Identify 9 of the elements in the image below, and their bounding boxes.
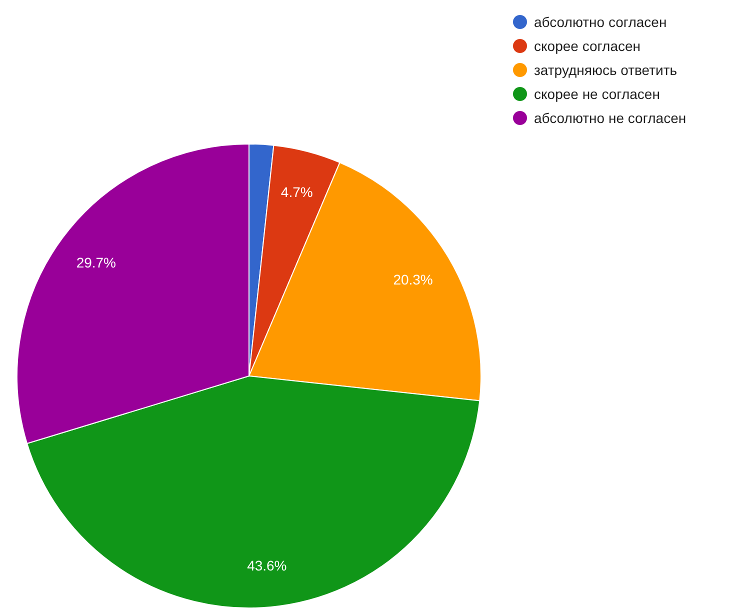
legend-label: скорее не согласен bbox=[534, 86, 660, 102]
legend-label: скорее согласен bbox=[534, 38, 641, 54]
legend-label: абсолютно не согласен bbox=[534, 110, 686, 126]
data-label: 20.3% bbox=[393, 272, 433, 288]
legend-label: абсолютно согласен bbox=[534, 14, 667, 30]
legend-label: затрудняюсь ответить bbox=[534, 62, 678, 78]
data-label: 29.7% bbox=[76, 254, 116, 271]
data-label: 4.7% bbox=[280, 184, 313, 200]
data-label: 43.6% bbox=[247, 557, 287, 574]
